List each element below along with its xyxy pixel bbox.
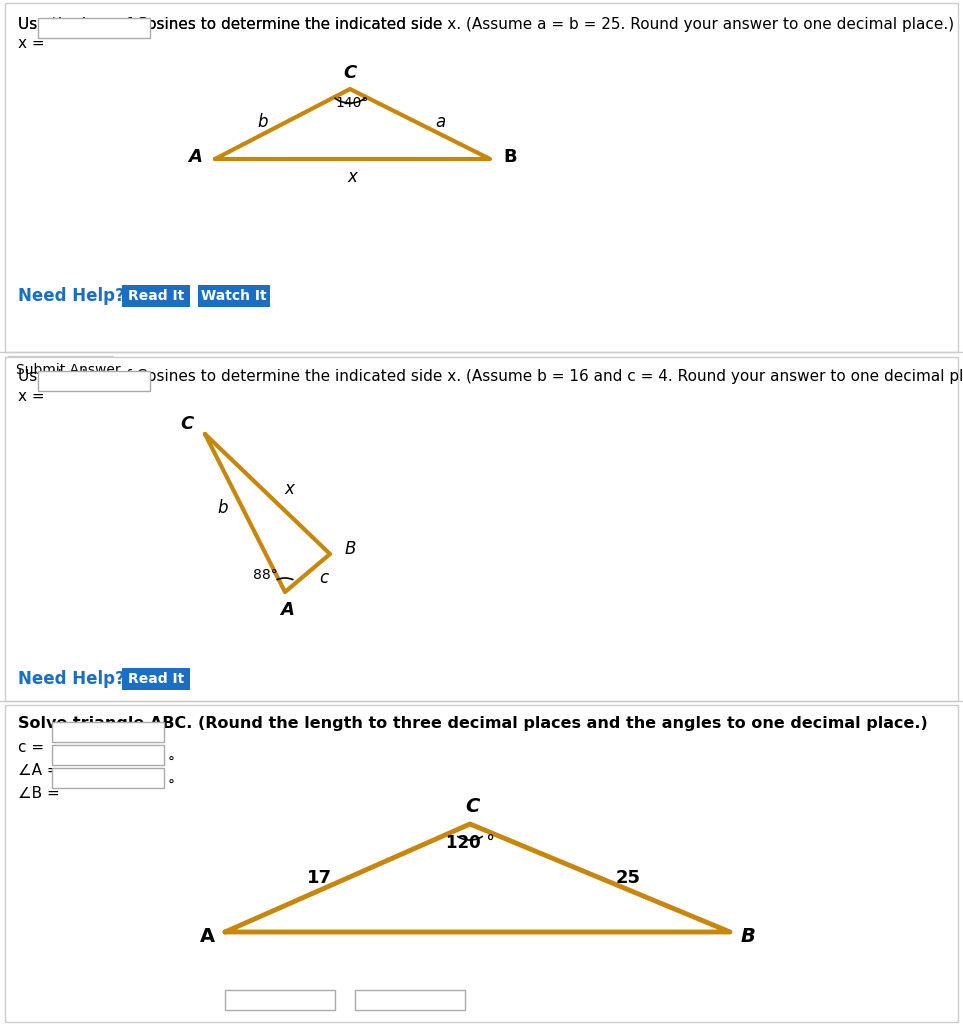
Text: Submit Answer: Submit Answer [16, 362, 120, 377]
Text: Use the Law of Cosines to determine the indicated side x. (Assume b = 16 and c =: Use the Law of Cosines to determine the … [18, 369, 963, 384]
FancyBboxPatch shape [225, 990, 335, 1010]
Text: B: B [504, 148, 517, 166]
FancyBboxPatch shape [122, 285, 190, 307]
Text: Use the Law of Cosines to determine the indicated side: Use the Law of Cosines to determine the … [18, 17, 447, 32]
Text: c: c [319, 569, 328, 587]
Text: C: C [344, 63, 356, 82]
Text: B: B [741, 928, 755, 946]
FancyBboxPatch shape [8, 356, 113, 384]
FancyBboxPatch shape [122, 668, 190, 690]
Text: Watch It: Watch It [201, 289, 267, 303]
Text: 25: 25 [615, 869, 640, 887]
FancyBboxPatch shape [5, 3, 958, 352]
Text: x =: x = [18, 389, 44, 404]
Text: a: a [435, 113, 445, 131]
FancyBboxPatch shape [5, 705, 958, 1022]
Text: A: A [188, 148, 202, 166]
Text: Read It: Read It [128, 289, 184, 303]
Text: x: x [348, 168, 357, 186]
FancyBboxPatch shape [198, 285, 270, 307]
FancyBboxPatch shape [38, 371, 150, 391]
Text: C: C [180, 415, 194, 433]
Text: C: C [465, 797, 480, 815]
Text: x: x [284, 480, 295, 498]
Text: x =: x = [18, 36, 44, 51]
FancyBboxPatch shape [5, 357, 958, 701]
Text: A: A [199, 928, 215, 946]
Text: ∠B =: ∠B = [18, 786, 60, 801]
Text: Need Help?: Need Help? [18, 670, 125, 688]
Text: 120 °: 120 ° [446, 834, 494, 852]
FancyBboxPatch shape [355, 990, 465, 1010]
Text: Solve triangle ABC. (Round the length to three decimal places and the angles to : Solve triangle ABC. (Round the length to… [18, 716, 927, 731]
Text: Need Help?: Need Help? [18, 287, 125, 305]
Text: Read It: Read It [128, 672, 184, 686]
FancyBboxPatch shape [52, 722, 164, 742]
FancyBboxPatch shape [52, 745, 164, 765]
Text: °: ° [168, 756, 175, 770]
Text: c =: c = [18, 740, 44, 755]
Text: A: A [280, 601, 294, 618]
Text: ∠A =: ∠A = [18, 763, 60, 778]
Text: b: b [218, 499, 228, 517]
Text: Use the Law of Cosines to determine the indicated side x. (Assume a = b = 25. Ro: Use the Law of Cosines to determine the … [18, 17, 954, 32]
FancyBboxPatch shape [38, 18, 150, 38]
Text: 88°: 88° [252, 568, 277, 582]
Text: B: B [345, 540, 355, 558]
Text: b: b [257, 113, 268, 131]
Text: 17: 17 [307, 869, 332, 887]
Text: °: ° [168, 779, 175, 793]
FancyBboxPatch shape [52, 768, 164, 788]
Text: 140°: 140° [335, 96, 369, 110]
